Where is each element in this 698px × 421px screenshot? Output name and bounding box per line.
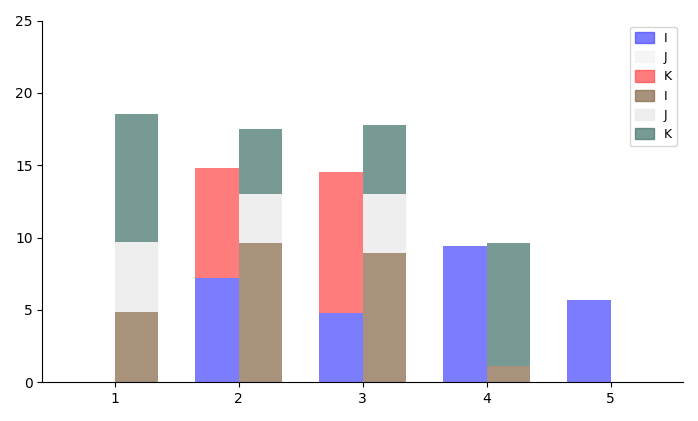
Bar xyxy=(115,312,158,382)
Bar xyxy=(115,114,158,242)
Bar xyxy=(567,300,611,382)
Bar xyxy=(363,194,406,253)
Bar xyxy=(195,278,239,382)
Bar xyxy=(363,125,406,194)
Legend: I, J, K, I, J, K: I, J, K, I, J, K xyxy=(630,27,677,146)
Bar xyxy=(487,242,530,366)
Bar xyxy=(115,242,158,312)
Bar xyxy=(239,242,282,382)
Bar xyxy=(239,129,282,194)
Bar xyxy=(363,253,406,382)
Bar xyxy=(443,246,487,382)
Bar xyxy=(319,313,363,382)
Bar xyxy=(487,366,530,382)
Bar xyxy=(195,168,239,278)
Bar xyxy=(319,173,363,313)
Bar xyxy=(239,194,282,242)
